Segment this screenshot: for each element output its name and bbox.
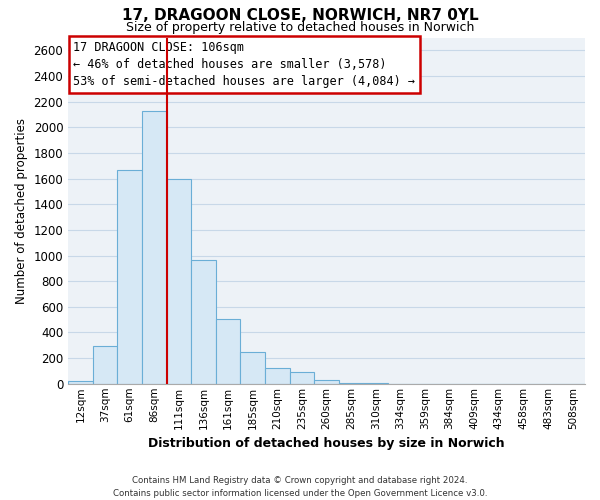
Bar [241,352,265,384]
Bar [191,260,216,384]
Bar [314,380,339,384]
Text: 17, DRAGOON CLOSE, NORWICH, NR7 0YL: 17, DRAGOON CLOSE, NORWICH, NR7 0YL [122,8,478,22]
Bar [93,346,118,384]
Text: Contains HM Land Registry data © Crown copyright and database right 2024.
Contai: Contains HM Land Registry data © Crown c… [113,476,487,498]
X-axis label: Distribution of detached houses by size in Norwich: Distribution of detached houses by size … [148,437,505,450]
Bar [290,372,314,384]
Text: Size of property relative to detached houses in Norwich: Size of property relative to detached ho… [126,21,474,34]
Text: 17 DRAGOON CLOSE: 106sqm
← 46% of detached houses are smaller (3,578)
53% of sem: 17 DRAGOON CLOSE: 106sqm ← 46% of detach… [73,41,415,88]
Bar [167,178,191,384]
Bar [142,110,167,384]
Bar [339,383,364,384]
Y-axis label: Number of detached properties: Number of detached properties [15,118,28,304]
Bar [68,381,93,384]
Bar [216,319,241,384]
Bar [118,170,142,384]
Bar [265,368,290,384]
